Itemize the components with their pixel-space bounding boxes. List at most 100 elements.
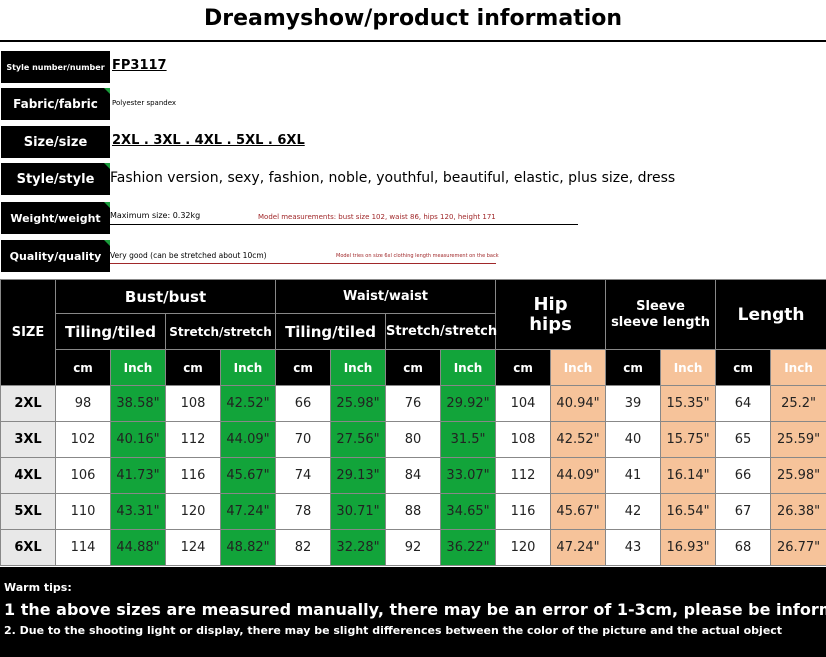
table-cell: 44.88" (110, 529, 166, 566)
size-cell: 4XL (0, 457, 56, 494)
table-cell: 15.75" (660, 421, 717, 458)
weight-label: Weight/weight (1, 202, 110, 234)
table-cell: 43 (605, 529, 662, 566)
table-cell: 25.98" (770, 457, 826, 494)
warm-tips-heading: Warm tips: (4, 581, 72, 594)
table-row: 6XL 114 44.88" 124 48.82" 82 32.28" 92 3… (0, 529, 826, 566)
table-cell: 47.24" (550, 529, 607, 566)
table-cell: 116 (165, 457, 221, 494)
weight-value: Maximum size: 0.32kg (110, 211, 201, 220)
table-cell: 67 (715, 493, 772, 530)
table-row: 2XL 98 38.58" 108 42.52" 66 25.98" 76 29… (0, 385, 826, 422)
size-chart-table: SIZE Bust/bust Waist/waist Hip hips Slee… (0, 279, 826, 566)
table-cell: 27.56" (330, 421, 387, 458)
table-cell: 120 (495, 529, 552, 566)
sleeve-header: Sleeve sleeve length (605, 279, 717, 350)
table-cell: 36.22" (440, 529, 497, 566)
table-cell: 25.59" (770, 421, 826, 458)
table-cell: 82 (275, 529, 332, 566)
hip-header-line1: Hip (533, 293, 568, 315)
style-value: Fashion version, sexy, fashion, noble, y… (110, 170, 676, 186)
table-cell: 40.16" (110, 421, 166, 458)
size-cell: 3XL (0, 421, 56, 458)
unit-inch: Inch (219, 349, 277, 386)
table-row: 3XL 102 40.16" 112 44.09" 70 27.56" 80 3… (0, 421, 826, 458)
table-cell: 65 (715, 421, 772, 458)
table-cell: 116 (495, 493, 552, 530)
table-cell: 31.5" (440, 421, 497, 458)
table-cell: 26.77" (770, 529, 826, 566)
table-cell: 16.93" (660, 529, 717, 566)
quality-value: Very good (can be stretched about 10cm) (110, 251, 267, 260)
table-row: 5XL 110 43.31" 120 47.24" 78 30.71" 88 3… (0, 493, 826, 530)
model-measurements-note: Model measurements: bust size 102, waist… (258, 213, 496, 221)
table-cell: 124 (165, 529, 221, 566)
size-column-header: SIZE (0, 279, 56, 386)
unit-inch: Inch (660, 349, 717, 386)
table-cell: 32.28" (330, 529, 387, 566)
table-cell: 114 (55, 529, 111, 566)
info-row-weight: Weight/weight Maximum size: 0.32kg Model… (0, 202, 826, 234)
size-label: Size/size (1, 126, 110, 158)
style-label: Style/style (1, 163, 110, 195)
waist-stretch-header: Stretch/stretch (385, 313, 497, 350)
table-cell: 29.92" (440, 385, 497, 422)
unit-cm: cm (605, 349, 662, 386)
table-cell: 41 (605, 457, 662, 494)
bust-header: Bust/bust (54, 279, 277, 314)
table-cell: 68 (715, 529, 772, 566)
table-cell: 76 (385, 385, 442, 422)
info-row-fabric: Fabric/fabric Polyester spandex (0, 88, 826, 120)
sleeve-header-line2: sleeve length (611, 314, 711, 330)
table-cell: 92 (385, 529, 442, 566)
table-cell: 16.54" (660, 493, 717, 530)
info-row-size: Size/size 2XL . 3XL . 4XL . 5XL . 6XL (0, 126, 826, 158)
bust-tiling-header: Tiling/tiled (55, 313, 166, 350)
unit-inch: Inch (550, 349, 607, 386)
weight-label-text: Weight/weight (10, 211, 101, 225)
table-cell: 108 (165, 385, 221, 422)
table-cell: 16.14" (660, 457, 717, 494)
style-label-text: Style/style (16, 171, 95, 187)
table-cell: 42.52" (550, 421, 607, 458)
unit-cm: cm (495, 349, 552, 386)
green-tick-icon (104, 202, 110, 208)
table-cell: 15.35" (660, 385, 717, 422)
table-cell: 112 (165, 421, 221, 458)
unit-inch: Inch (770, 349, 826, 386)
table-cell: 102 (55, 421, 111, 458)
green-tick-icon (104, 240, 110, 246)
unit-inch: Inch (110, 349, 166, 386)
table-cell: 106 (55, 457, 111, 494)
quality-label: Quality/quality (1, 240, 110, 272)
sleeve-header-line1: Sleeve (636, 298, 685, 314)
unit-cm: cm (275, 349, 332, 386)
green-tick-icon (104, 163, 110, 169)
table-cell: 108 (495, 421, 552, 458)
table-cell: 40 (605, 421, 662, 458)
table-cell: 70 (275, 421, 332, 458)
size-value: 2XL . 3XL . 4XL . 5XL . 6XL (112, 133, 305, 148)
table-cell: 44.09" (219, 421, 277, 458)
style-number-value: FP3117 (112, 58, 167, 73)
table-cell: 104 (495, 385, 552, 422)
length-header: Length (715, 279, 826, 350)
unit-inch: Inch (330, 349, 387, 386)
table-cell: 30.71" (330, 493, 387, 530)
size-cell: 6XL (0, 529, 56, 566)
table-cell: 38.58" (110, 385, 166, 422)
fabric-label: Fabric/fabric (1, 88, 110, 120)
table-cell: 66 (715, 457, 772, 494)
table-cell: 42.52" (219, 385, 277, 422)
table-cell: 45.67" (550, 493, 607, 530)
waist-tiling-header: Tiling/tiled (275, 313, 387, 350)
table-cell: 88 (385, 493, 442, 530)
unit-cm: cm (385, 349, 442, 386)
table-cell: 66 (275, 385, 332, 422)
table-cell: 42 (605, 493, 662, 530)
table-cell: 84 (385, 457, 442, 494)
table-cell: 41.73" (110, 457, 166, 494)
warm-tips-line-2: 2. Due to the shooting light or display,… (4, 624, 783, 637)
info-row-style: Style/style Fashion version, sexy, fashi… (0, 163, 826, 195)
table-cell: 98 (55, 385, 111, 422)
